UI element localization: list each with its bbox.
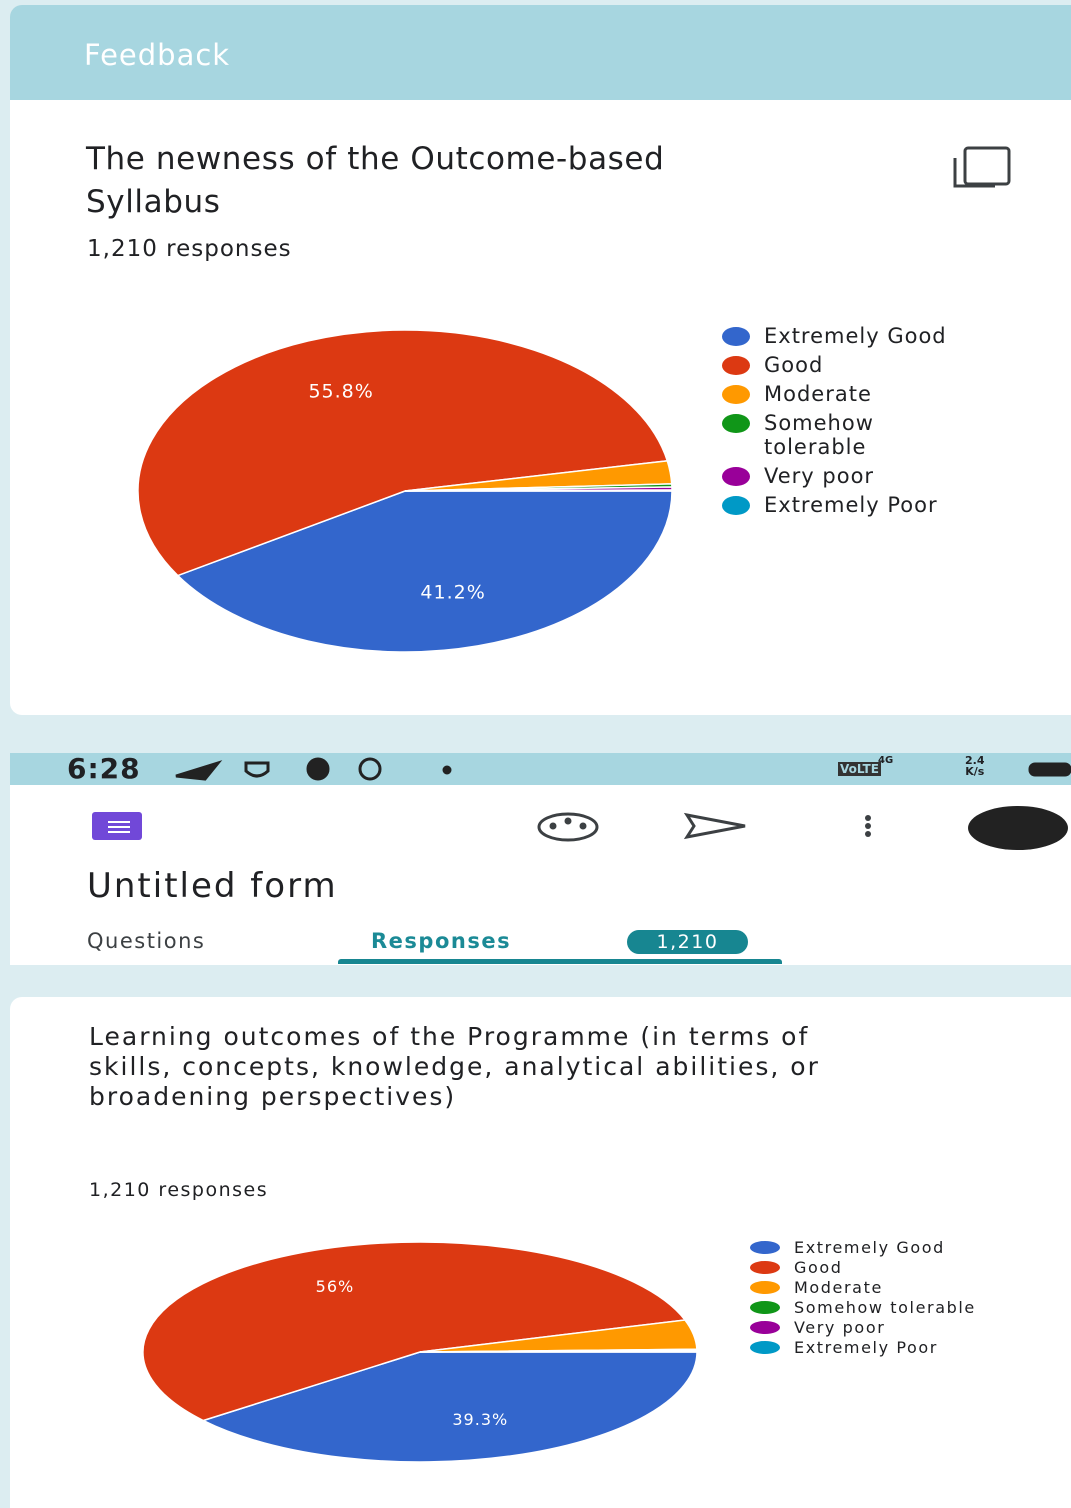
palette-icon[interactable]: [539, 814, 597, 840]
slice-label: 56%: [316, 1277, 355, 1296]
pie-slice: [405, 490, 672, 491]
slice-label: 39.3%: [452, 1410, 508, 1429]
page: Feedback The newness of the Outcome-base…: [0, 0, 1071, 1508]
forms-icon[interactable]: [92, 812, 142, 840]
pie-slice: [420, 1351, 697, 1352]
slice-label: 55.8%: [308, 380, 373, 402]
send-icon[interactable]: [687, 815, 745, 837]
slice-label: 41.2%: [420, 582, 485, 604]
copy-icon[interactable]: [955, 148, 1009, 186]
graphics: 41.2% 55.8% 39.3% 56%: [0, 0, 1071, 1508]
avatar[interactable]: [968, 806, 1068, 850]
more-icon[interactable]: [865, 815, 871, 837]
status-icons: [176, 759, 1070, 779]
